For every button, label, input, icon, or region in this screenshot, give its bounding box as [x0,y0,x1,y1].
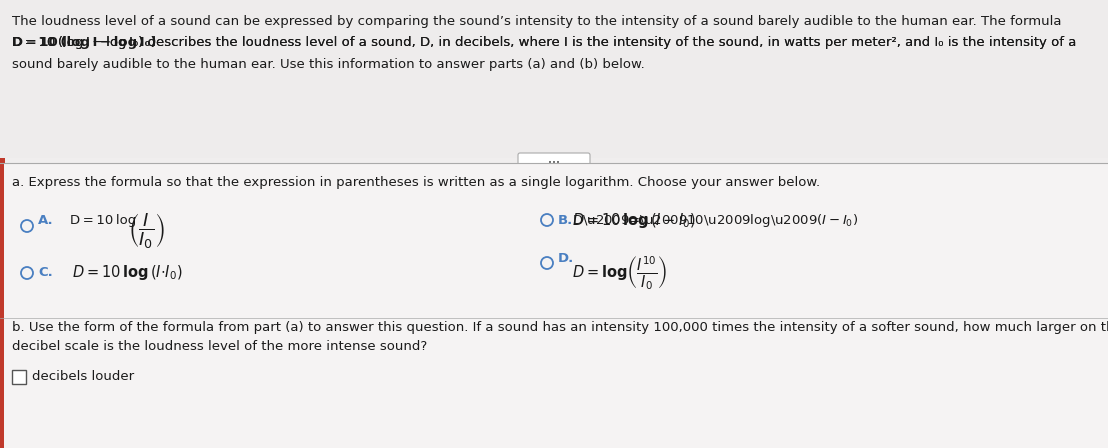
Text: $\left(\dfrac{I}{I_0}\right)$: $\left(\dfrac{I}{I_0}\right)$ [129,211,165,250]
Text: sound barely audible to the human ear. Use this information to answer parts (a) : sound barely audible to the human ear. U… [12,58,645,71]
FancyBboxPatch shape [519,153,589,173]
Text: $D = 10\,\mathbf{log}\,(I{\cdot}I_0)$: $D = 10\,\mathbf{log}\,(I{\cdot}I_0)$ [72,263,183,283]
Text: B.: B. [558,214,573,227]
Text: •••: ••• [548,160,560,166]
Text: $D = \mathbf{log}\left(\dfrac{I^{10}}{I_0}\right)$: $D = \mathbf{log}\left(\dfrac{I^{10}}{I_… [572,254,667,292]
Text: D = 10 log: D = 10 log [70,214,136,227]
Text: The loudness level of a sound can be expressed by comparing the sound’s intensit: The loudness level of a sound can be exp… [12,15,1061,28]
Text: D = 10 (log I − log I₀) describes the loudness level of a sound, D, in decibels,: D = 10 (log I − log I₀) describes the lo… [12,36,1076,49]
Text: D = 10 (log I − log I₀): D = 10 (log I − log I₀) [12,36,156,49]
Bar [0,318,4,448]
Text: A.: A. [38,214,53,227]
Bar [0,0,1108,158]
Bar [12,370,25,384]
Bar [0,0,6,448]
Text: D.: D. [558,251,574,264]
Text: decibels louder: decibels louder [32,370,134,383]
Text: $D = 10\,\mathbf{log}\,(I-I_0)$: $D = 10\,\mathbf{log}\,(I-I_0)$ [572,211,696,229]
Text: decibel scale is the loudness level of the more intense sound?: decibel scale is the loudness level of t… [12,340,428,353]
Text: b. Use the form of the formula from part (a) to answer this question. If a sound: b. Use the form of the formula from part… [12,321,1108,334]
Bar [0,163,1108,448]
Text: D = 10 (log I − log I₀) describes the loudness level of a sound, D, in decibels,: D = 10 (log I − log I₀) describes the lo… [12,36,1076,49]
Text: C.: C. [38,267,53,280]
Text: D\u2009=\u200910\u2009log\u2009$(I-I_0)$: D\u2009=\u200910\u2009log\u2009$(I-I_0)$ [572,211,859,228]
Text: a. Express the formula so that the expression in parentheses is written as a sin: a. Express the formula so that the expre… [12,176,820,189]
Bar [0,163,4,318]
